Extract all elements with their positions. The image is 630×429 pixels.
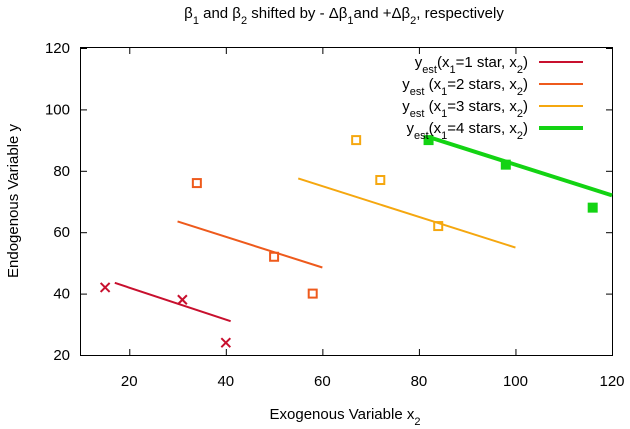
text-part: y xyxy=(406,120,414,137)
data-point-open-square xyxy=(351,135,362,146)
text-part: ) xyxy=(523,76,528,93)
fit-line xyxy=(427,135,613,198)
series-1 xyxy=(99,281,232,348)
text-part: ) xyxy=(523,98,528,115)
fit-line xyxy=(177,220,323,269)
data-point-x-marker xyxy=(99,282,111,293)
subscript: 2 xyxy=(517,108,523,120)
y-tick-label: 40 xyxy=(53,286,70,303)
series-layer xyxy=(99,135,613,348)
legend: yest(x1=1 star, x2)yest (x1=2 stars, x2)… xyxy=(402,54,583,142)
data-point-open-square xyxy=(433,221,444,232)
series-2 xyxy=(177,178,323,299)
subscript: 1 xyxy=(441,130,447,142)
x-tick-label: 80 xyxy=(411,373,428,390)
text-part: y xyxy=(402,76,410,93)
text-part: =2 stars, x xyxy=(447,76,517,93)
subscript: 2 xyxy=(241,15,247,27)
legend-label: yest (x1=3 stars, x2) xyxy=(402,98,528,120)
text-part: (x xyxy=(424,98,441,115)
text-part: Exogenous Variable x xyxy=(270,406,415,423)
text-part: and +Δβ xyxy=(354,5,411,22)
text-part: =4 stars, x xyxy=(447,120,517,137)
x-axis: 20 40 60 80 100 120 xyxy=(121,47,625,390)
legend-label: yest (x1=2 stars, x2) xyxy=(402,76,528,98)
y-axis: 20 40 60 80 100 120 xyxy=(45,40,613,364)
text-part: (x xyxy=(437,54,450,71)
data-point-x-marker xyxy=(177,294,188,305)
subscript: 2 xyxy=(517,130,523,142)
y-tick-label: 20 xyxy=(53,347,70,364)
y-axis-label: Endogenous Variable y xyxy=(5,124,22,278)
text-part: ) xyxy=(523,54,528,71)
series-4 xyxy=(423,135,613,213)
text-part: y xyxy=(415,54,423,71)
chart-title: β1 and β2 shifted by - Δβ1and +Δβ2, resp… xyxy=(184,5,504,27)
subscript: est xyxy=(410,86,425,98)
y-tick-label: 100 xyxy=(45,101,70,118)
subscript: est xyxy=(414,130,429,142)
data-point-open-square xyxy=(191,178,202,189)
subscript: est xyxy=(422,64,437,76)
text-part: and β xyxy=(199,5,241,22)
text-part: ) xyxy=(523,120,528,137)
x-tick-label: 20 xyxy=(121,373,138,390)
data-point-open-square xyxy=(307,288,318,299)
text-part: (x xyxy=(429,120,442,137)
legend-label: yest(x1=4 stars, x2) xyxy=(406,120,528,142)
text-part: shifted by - Δβ xyxy=(247,5,348,22)
y-tick-label: 60 xyxy=(53,224,70,241)
text-part: =3 stars, x xyxy=(447,98,517,115)
x-tick-label: 60 xyxy=(314,373,331,390)
data-point-x-marker xyxy=(220,337,232,348)
x-tick-label: 120 xyxy=(599,373,624,390)
y-tick-label: 120 xyxy=(45,40,70,57)
text-part: (x xyxy=(424,76,441,93)
subscript: est xyxy=(410,108,425,120)
plot-area xyxy=(80,47,613,356)
data-point-open-square xyxy=(375,175,386,186)
subscript: 2 xyxy=(517,86,523,98)
x-tick-label: 100 xyxy=(503,373,528,390)
subscript: 2 xyxy=(414,416,420,428)
data-point-open-square xyxy=(269,251,280,262)
subscript: 2 xyxy=(517,64,523,76)
subscript: 2 xyxy=(410,15,416,27)
subscript: 1 xyxy=(193,15,199,27)
subscript: 1 xyxy=(441,86,447,98)
subscript: 1 xyxy=(441,108,447,120)
text-part: =1 star, x xyxy=(456,54,518,71)
fit-line xyxy=(297,177,516,249)
x-tick-label: 40 xyxy=(217,373,234,390)
data-point-filled-square xyxy=(500,159,511,170)
subscript: 1 xyxy=(449,64,455,76)
series-3 xyxy=(297,135,516,249)
data-point-filled-square xyxy=(423,135,434,146)
x-axis-label: Exogenous Variable x2 xyxy=(270,406,421,428)
data-point-filled-square xyxy=(587,202,598,213)
text-part: β xyxy=(184,5,193,22)
text-part: , respectively xyxy=(416,5,504,22)
text-part: y xyxy=(402,98,410,115)
subscript: 1 xyxy=(347,15,353,27)
y-tick-label: 80 xyxy=(53,163,70,180)
legend-label: yest(x1=1 star, x2) xyxy=(415,54,528,76)
fit-line xyxy=(114,281,231,323)
